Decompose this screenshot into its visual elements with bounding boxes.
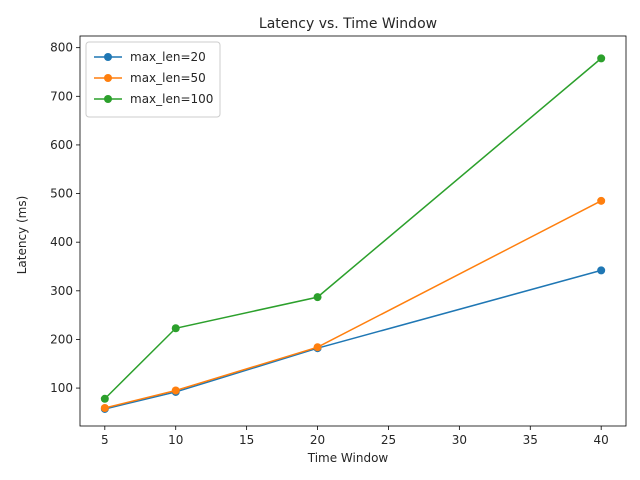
y-tick-label-6: 700 xyxy=(50,89,73,103)
y-tick-label-0: 100 xyxy=(50,381,73,395)
x-axis-label: Time Window xyxy=(307,451,389,465)
data-point-2-2 xyxy=(313,293,322,302)
x-tick-label-7: 40 xyxy=(594,433,609,447)
chart-title: Latency vs. Time Window xyxy=(259,16,437,32)
series-line-0 xyxy=(104,269,602,410)
y-axis-label: Latency (ms) xyxy=(15,196,29,275)
data-point-2-1 xyxy=(171,324,180,333)
x-tick-label-3: 20 xyxy=(310,433,325,447)
legend-marker-0 xyxy=(104,53,112,61)
y-tick-label-3: 400 xyxy=(50,235,73,249)
legend-label-2: max_len=100 xyxy=(130,92,213,106)
data-point-2-0 xyxy=(100,394,109,403)
data-point-1-3 xyxy=(597,196,606,205)
x-tick-label-5: 30 xyxy=(452,433,467,447)
plot-area xyxy=(79,35,627,427)
data-point-2-3 xyxy=(597,54,606,63)
data-point-1-1 xyxy=(171,386,180,395)
legend: max_len=20 max_len=50 max_len=100 xyxy=(85,41,221,118)
x-axis-ticks: 5 10 15 20 25 30 35 40 xyxy=(101,426,609,447)
series-line-1 xyxy=(104,200,602,409)
y-tick-label-7: 800 xyxy=(50,41,73,55)
y-tick-label-5: 600 xyxy=(50,138,73,152)
data-point-1-0 xyxy=(100,404,109,413)
x-tick-label-4: 25 xyxy=(381,433,396,447)
data-point-1-2 xyxy=(313,343,322,352)
legend-label-1: max_len=50 xyxy=(130,71,206,85)
y-tick-label-2: 300 xyxy=(50,284,73,298)
x-tick-label-6: 35 xyxy=(523,433,538,447)
series-line-2 xyxy=(104,57,602,400)
y-tick-label-4: 500 xyxy=(50,187,73,201)
x-tick-label-1: 10 xyxy=(168,433,183,447)
legend-marker-1 xyxy=(104,74,112,82)
legend-marker-2 xyxy=(104,95,112,103)
y-tick-label-1: 200 xyxy=(50,332,73,346)
x-tick-label-2: 15 xyxy=(239,433,254,447)
legend-label-0: max_len=20 xyxy=(130,50,206,64)
y-axis-ticks: 100 200 300 400 500 600 700 800 xyxy=(50,41,80,395)
data-point-0-3 xyxy=(597,266,606,275)
x-tick-label-0: 5 xyxy=(101,433,109,447)
axes-frame xyxy=(79,35,627,427)
